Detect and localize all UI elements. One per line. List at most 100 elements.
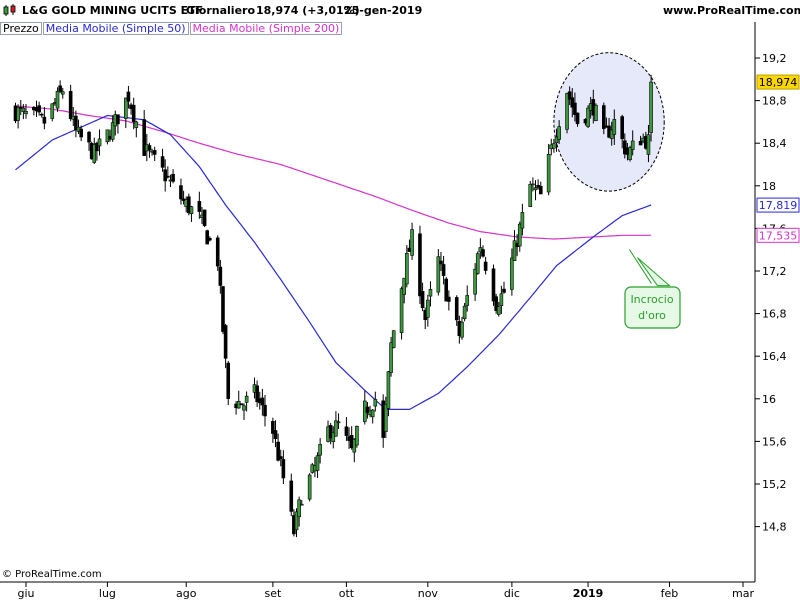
- site-url[interactable]: www.ProRealTime.com: [663, 4, 800, 17]
- y-tick-label: 16,8: [762, 308, 787, 321]
- y-tick-label: 19,2: [762, 52, 787, 65]
- candle: [260, 388, 265, 416]
- candle-body: [410, 229, 414, 256]
- candle: [399, 286, 404, 340]
- candle-body: [74, 115, 78, 131]
- candle: [465, 285, 470, 312]
- candle-body: [602, 105, 606, 129]
- candle: [454, 295, 459, 326]
- candle: [42, 107, 47, 130]
- x-tick-label: dic: [504, 587, 520, 600]
- candle-body: [520, 212, 525, 229]
- candle-body: [623, 140, 627, 155]
- x-tick-label: 2019: [573, 587, 604, 600]
- candle-body: [447, 296, 451, 302]
- legend-price[interactable]: Prezzo: [0, 22, 42, 35]
- candle: [189, 205, 194, 222]
- candle: [331, 426, 336, 449]
- period-label: Giornaliero: [186, 4, 256, 17]
- candle-body: [273, 430, 278, 440]
- price-labels: 18,974 17,819 17,535: [756, 74, 800, 243]
- candle: [575, 112, 580, 127]
- candle: [630, 130, 635, 156]
- candle: [299, 499, 304, 506]
- y-tick-label: 18: [762, 180, 776, 193]
- candle: [263, 395, 267, 427]
- candle: [281, 450, 286, 484]
- candle: [294, 508, 299, 538]
- candle: [160, 148, 165, 172]
- candle-body: [163, 169, 167, 182]
- y-tick-label: 16,4: [762, 350, 787, 363]
- candle: [215, 235, 220, 271]
- candle-body: [436, 256, 441, 293]
- candle-body: [499, 293, 504, 306]
- candle: [163, 159, 167, 192]
- copyright-notice: © ProRealTime.com: [2, 569, 102, 580]
- candle-body: [142, 119, 146, 156]
- candle: [278, 449, 283, 467]
- candles: [13, 74, 653, 538]
- candle-body: [628, 147, 632, 160]
- candle-body: [336, 421, 341, 424]
- candle-body: [370, 409, 375, 418]
- candle-body: [460, 321, 464, 338]
- y-tick-label: 15,6: [762, 435, 787, 448]
- candle: [475, 251, 480, 275]
- candle: [384, 396, 388, 439]
- y-tick-label: 16: [762, 393, 776, 406]
- candle: [134, 120, 139, 138]
- legend: Prezzo Media Mobile (Simple 50) Media Mobi…: [0, 22, 343, 35]
- candle-body: [307, 474, 312, 500]
- candle: [297, 496, 301, 527]
- candle-body: [557, 126, 561, 140]
- candle: [439, 251, 443, 272]
- candle: [315, 452, 320, 478]
- callout-text-line2: d'oro: [638, 309, 666, 322]
- legend-sma200[interactable]: Media Mobile (Simple 200): [189, 22, 343, 35]
- candle: [16, 104, 20, 129]
- candle-body: [134, 121, 139, 128]
- candle: [126, 85, 131, 109]
- last-price-change: 18,974 (+3,01%): [256, 4, 360, 17]
- candle: [533, 180, 538, 201]
- candle: [242, 403, 246, 420]
- candle: [50, 103, 55, 122]
- candle: [649, 74, 653, 142]
- candle: [473, 263, 477, 301]
- candle-body: [218, 266, 223, 286]
- candle-body: [646, 134, 651, 155]
- y-tick-label: 18,8: [762, 95, 787, 108]
- candle: [441, 255, 446, 285]
- x-tick-label: nov: [418, 587, 439, 600]
- candle: [405, 245, 409, 288]
- candle-body: [384, 403, 388, 432]
- legend-sma50[interactable]: Media Mobile (Simple 50): [42, 22, 189, 35]
- candle-body: [299, 503, 304, 506]
- candle-body: [328, 425, 333, 439]
- candle: [131, 97, 136, 130]
- price-label-box: [756, 227, 800, 243]
- candle: [538, 181, 543, 195]
- candle-body: [402, 277, 406, 295]
- y-tick-label: 14,8: [762, 521, 787, 534]
- candle-body: [223, 325, 228, 359]
- candle: [365, 402, 370, 419]
- candle-body: [586, 107, 590, 127]
- callout-text-line1: Incrocio: [630, 293, 673, 306]
- candle: [39, 112, 44, 118]
- candle-body: [334, 420, 338, 437]
- candle: [510, 248, 514, 296]
- candle: [628, 145, 632, 162]
- candle-body: [465, 295, 470, 306]
- candle: [171, 169, 175, 184]
- candle-body: [278, 456, 283, 460]
- candle-body: [502, 288, 506, 293]
- candle: [370, 408, 375, 424]
- candle-body: [160, 156, 165, 168]
- chart-title: L&G GOLD MINING UCITS ETF: [22, 4, 204, 17]
- price-label-text: 17,535: [759, 229, 798, 242]
- candle-body: [110, 122, 115, 140]
- candle-body: [281, 459, 286, 479]
